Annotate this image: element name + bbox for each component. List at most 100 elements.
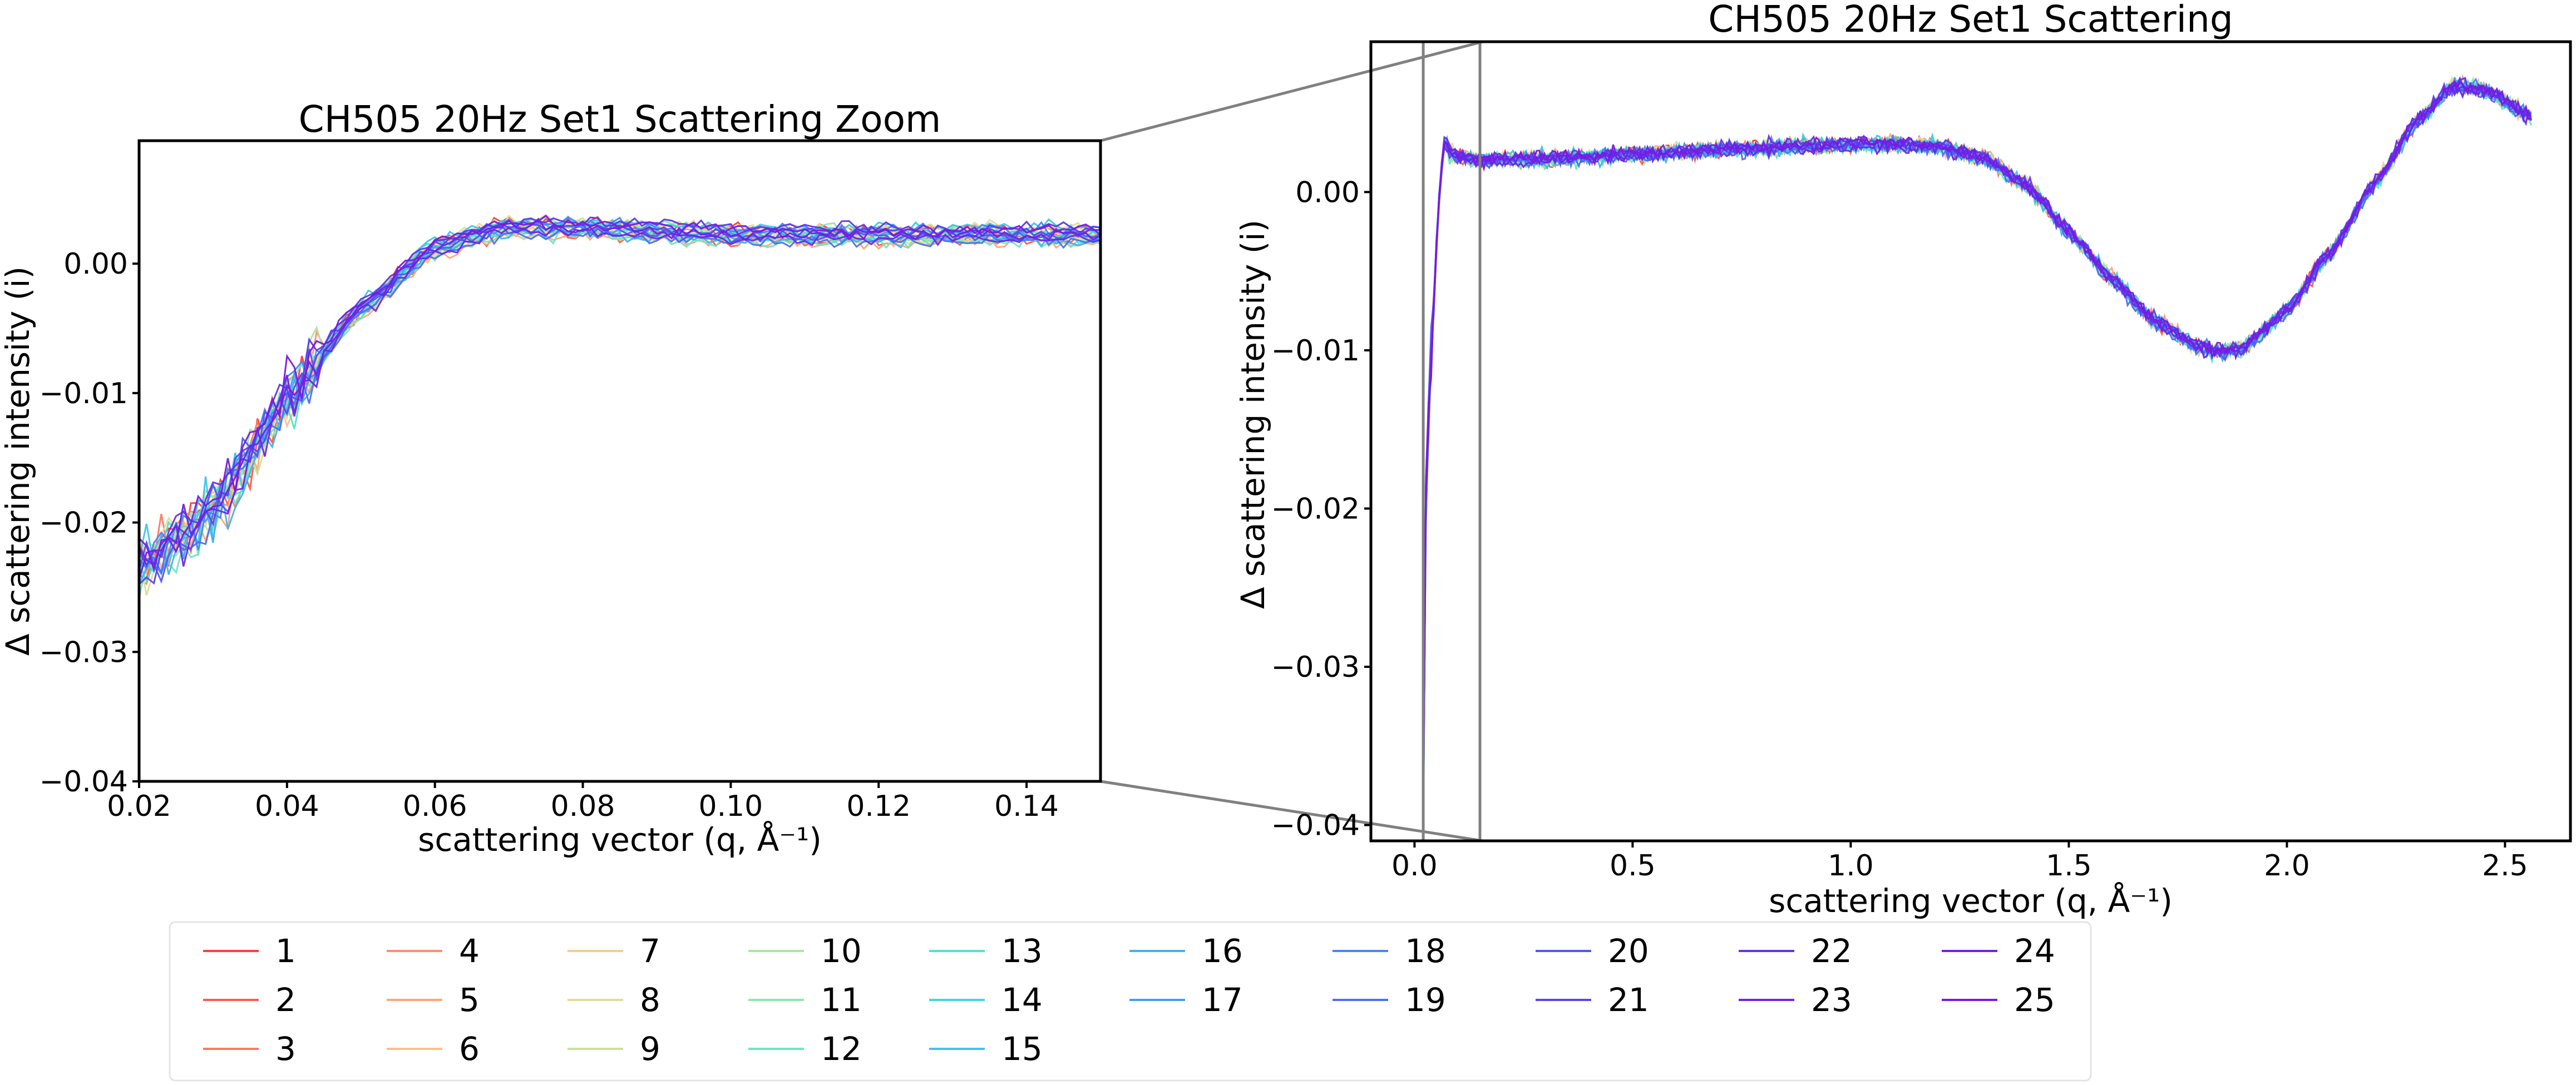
x-tick-label: 2.5	[2482, 849, 2528, 883]
legend-item-8: 8	[567, 981, 660, 1019]
legend-label: 5	[459, 981, 480, 1019]
legend-item-5: 5	[387, 981, 480, 1019]
x-tick-label: 0.5	[1610, 849, 1656, 883]
series-25-line	[139, 214, 1101, 573]
zoom-chart-y-axis-label: Δ scattering intensity (i)	[0, 266, 37, 656]
legend-item-18: 18	[1333, 932, 1446, 970]
legend-items: 1234567891011121314151617181920212223242…	[203, 932, 2055, 1068]
series-23-line	[139, 226, 1101, 567]
legend-label: 24	[2014, 932, 2055, 970]
legend-label: 10	[821, 932, 862, 970]
zoom-chart-x-ticks: 0.02 0.04 0.06 0.08 0.10 0.12 0.14	[107, 781, 1059, 823]
x-tick-label: 0.0	[1391, 849, 1438, 883]
full-chart-title: CH505 20Hz Set1 Scattering	[1708, 0, 2233, 41]
legend-item-25: 25	[1942, 981, 2055, 1019]
legend-label: 14	[1001, 981, 1043, 1019]
x-tick-label: 0.02	[107, 790, 171, 823]
legend-item-4: 4	[387, 932, 480, 970]
y-tick-label: −0.02	[1271, 492, 1360, 526]
series-7-line	[1422, 76, 2532, 815]
x-tick-label: 1.5	[2046, 849, 2092, 883]
zoom-chart: 0.02 0.04 0.06 0.08 0.10 0.12 0.14 0.00 −0.01 −0…	[0, 98, 1102, 859]
series-22-line	[1422, 77, 2532, 800]
legend-label: 6	[459, 1030, 480, 1068]
legend-label: 23	[1811, 981, 1852, 1019]
y-tick-label: −0.02	[40, 507, 128, 540]
x-tick-label: 1.0	[1828, 849, 1874, 883]
series-18-line	[139, 216, 1101, 571]
legend-item-3: 3	[203, 1030, 296, 1068]
legend-label: 25	[2014, 981, 2055, 1019]
series-25-line	[1422, 80, 2532, 798]
legend-item-22: 22	[1739, 932, 1852, 970]
legend-label: 2	[275, 981, 296, 1019]
series-5-line	[1422, 73, 2532, 810]
legend-item-10: 10	[748, 932, 862, 970]
full-chart-x-axis-label: scattering vector (q, Å⁻¹)	[1769, 881, 2173, 920]
zoom-chart-y-ticks: 0.00 −0.01 −0.02 −0.03 −0.04	[40, 247, 139, 799]
y-tick-label: −0.04	[40, 765, 128, 799]
legend-label: 12	[821, 1030, 862, 1068]
full-chart-series-group	[1422, 73, 2532, 841]
legend-label: 3	[275, 1030, 296, 1068]
legend-label: 11	[821, 981, 862, 1019]
zoom-connector-lines	[1100, 40, 1483, 843]
full-chart-y-axis-label: Δ scattering intensity (i)	[1234, 220, 1272, 609]
series-8-line	[1422, 76, 2531, 806]
legend-item-21: 21	[1536, 981, 1649, 1019]
legend-item-2: 2	[203, 981, 296, 1019]
legend-item-11: 11	[748, 981, 862, 1019]
x-tick-label: 0.12	[846, 790, 911, 823]
series-11-line	[1422, 76, 2532, 804]
x-tick-label: 2.0	[2264, 849, 2310, 883]
zoom-chart-plot-area	[139, 214, 1101, 599]
legend-label: 16	[1202, 932, 1243, 970]
legend-label: 20	[1608, 932, 1649, 970]
x-tick-label: 0.06	[403, 790, 467, 823]
zoom-chart-frame	[137, 139, 1102, 783]
legend-label: 18	[1405, 932, 1446, 970]
legend-frame	[169, 921, 2092, 1082]
zoom-chart-title: CH505 20Hz Set1 Scattering Zoom	[299, 98, 941, 141]
series-20-line	[139, 222, 1101, 584]
legend-item-19: 19	[1333, 981, 1446, 1019]
y-tick-label: −0.01	[1271, 334, 1360, 368]
series-18-line	[1422, 76, 2531, 811]
legend-label: 13	[1001, 932, 1043, 970]
legend-label: 19	[1405, 981, 1446, 1019]
y-tick-label: 0.00	[1295, 176, 1360, 209]
full-chart-x-ticks: 0.0 0.5 1.0 1.5 2.0 2.5	[1391, 841, 2528, 883]
zoom-connector-top	[1100, 40, 1483, 142]
x-tick-label: 0.10	[698, 790, 763, 823]
series-15-line	[1422, 80, 2532, 795]
series-24-line	[139, 217, 1101, 581]
x-tick-label: 0.14	[994, 790, 1059, 823]
legend: 1234567891011121314151617181920212223242…	[169, 921, 2092, 1082]
legend-label: 17	[1202, 981, 1243, 1019]
x-tick-label: 0.04	[255, 790, 319, 823]
legend-item-20: 20	[1536, 932, 1649, 970]
legend-item-7: 7	[567, 932, 660, 970]
series-13-line	[1422, 80, 2532, 791]
legend-label: 21	[1608, 981, 1649, 1019]
zoom-chart-series-group	[139, 214, 1101, 599]
legend-item-14: 14	[929, 981, 1043, 1019]
series-21-line	[1422, 76, 2531, 803]
legend-item-1: 1	[203, 932, 296, 970]
legend-label: 4	[459, 932, 480, 970]
legend-label: 9	[640, 1030, 660, 1068]
full-chart-plot-area	[1422, 73, 2532, 841]
y-tick-label: −0.01	[40, 377, 128, 410]
legend-item-24: 24	[1942, 932, 2055, 970]
legend-label: 8	[640, 981, 660, 1019]
legend-item-23: 23	[1739, 981, 1852, 1019]
y-tick-label: −0.03	[1271, 651, 1360, 684]
legend-item-15: 15	[929, 1030, 1043, 1068]
full-chart-y-ticks: 0.00 −0.01 −0.02 −0.03 −0.04	[1271, 176, 1371, 843]
y-tick-label: −0.04	[1271, 809, 1360, 843]
legend-label: 7	[640, 932, 660, 970]
y-tick-label: 0.00	[63, 247, 128, 281]
zoom-connector-bottom	[1100, 780, 1483, 843]
legend-label: 22	[1811, 932, 1852, 970]
